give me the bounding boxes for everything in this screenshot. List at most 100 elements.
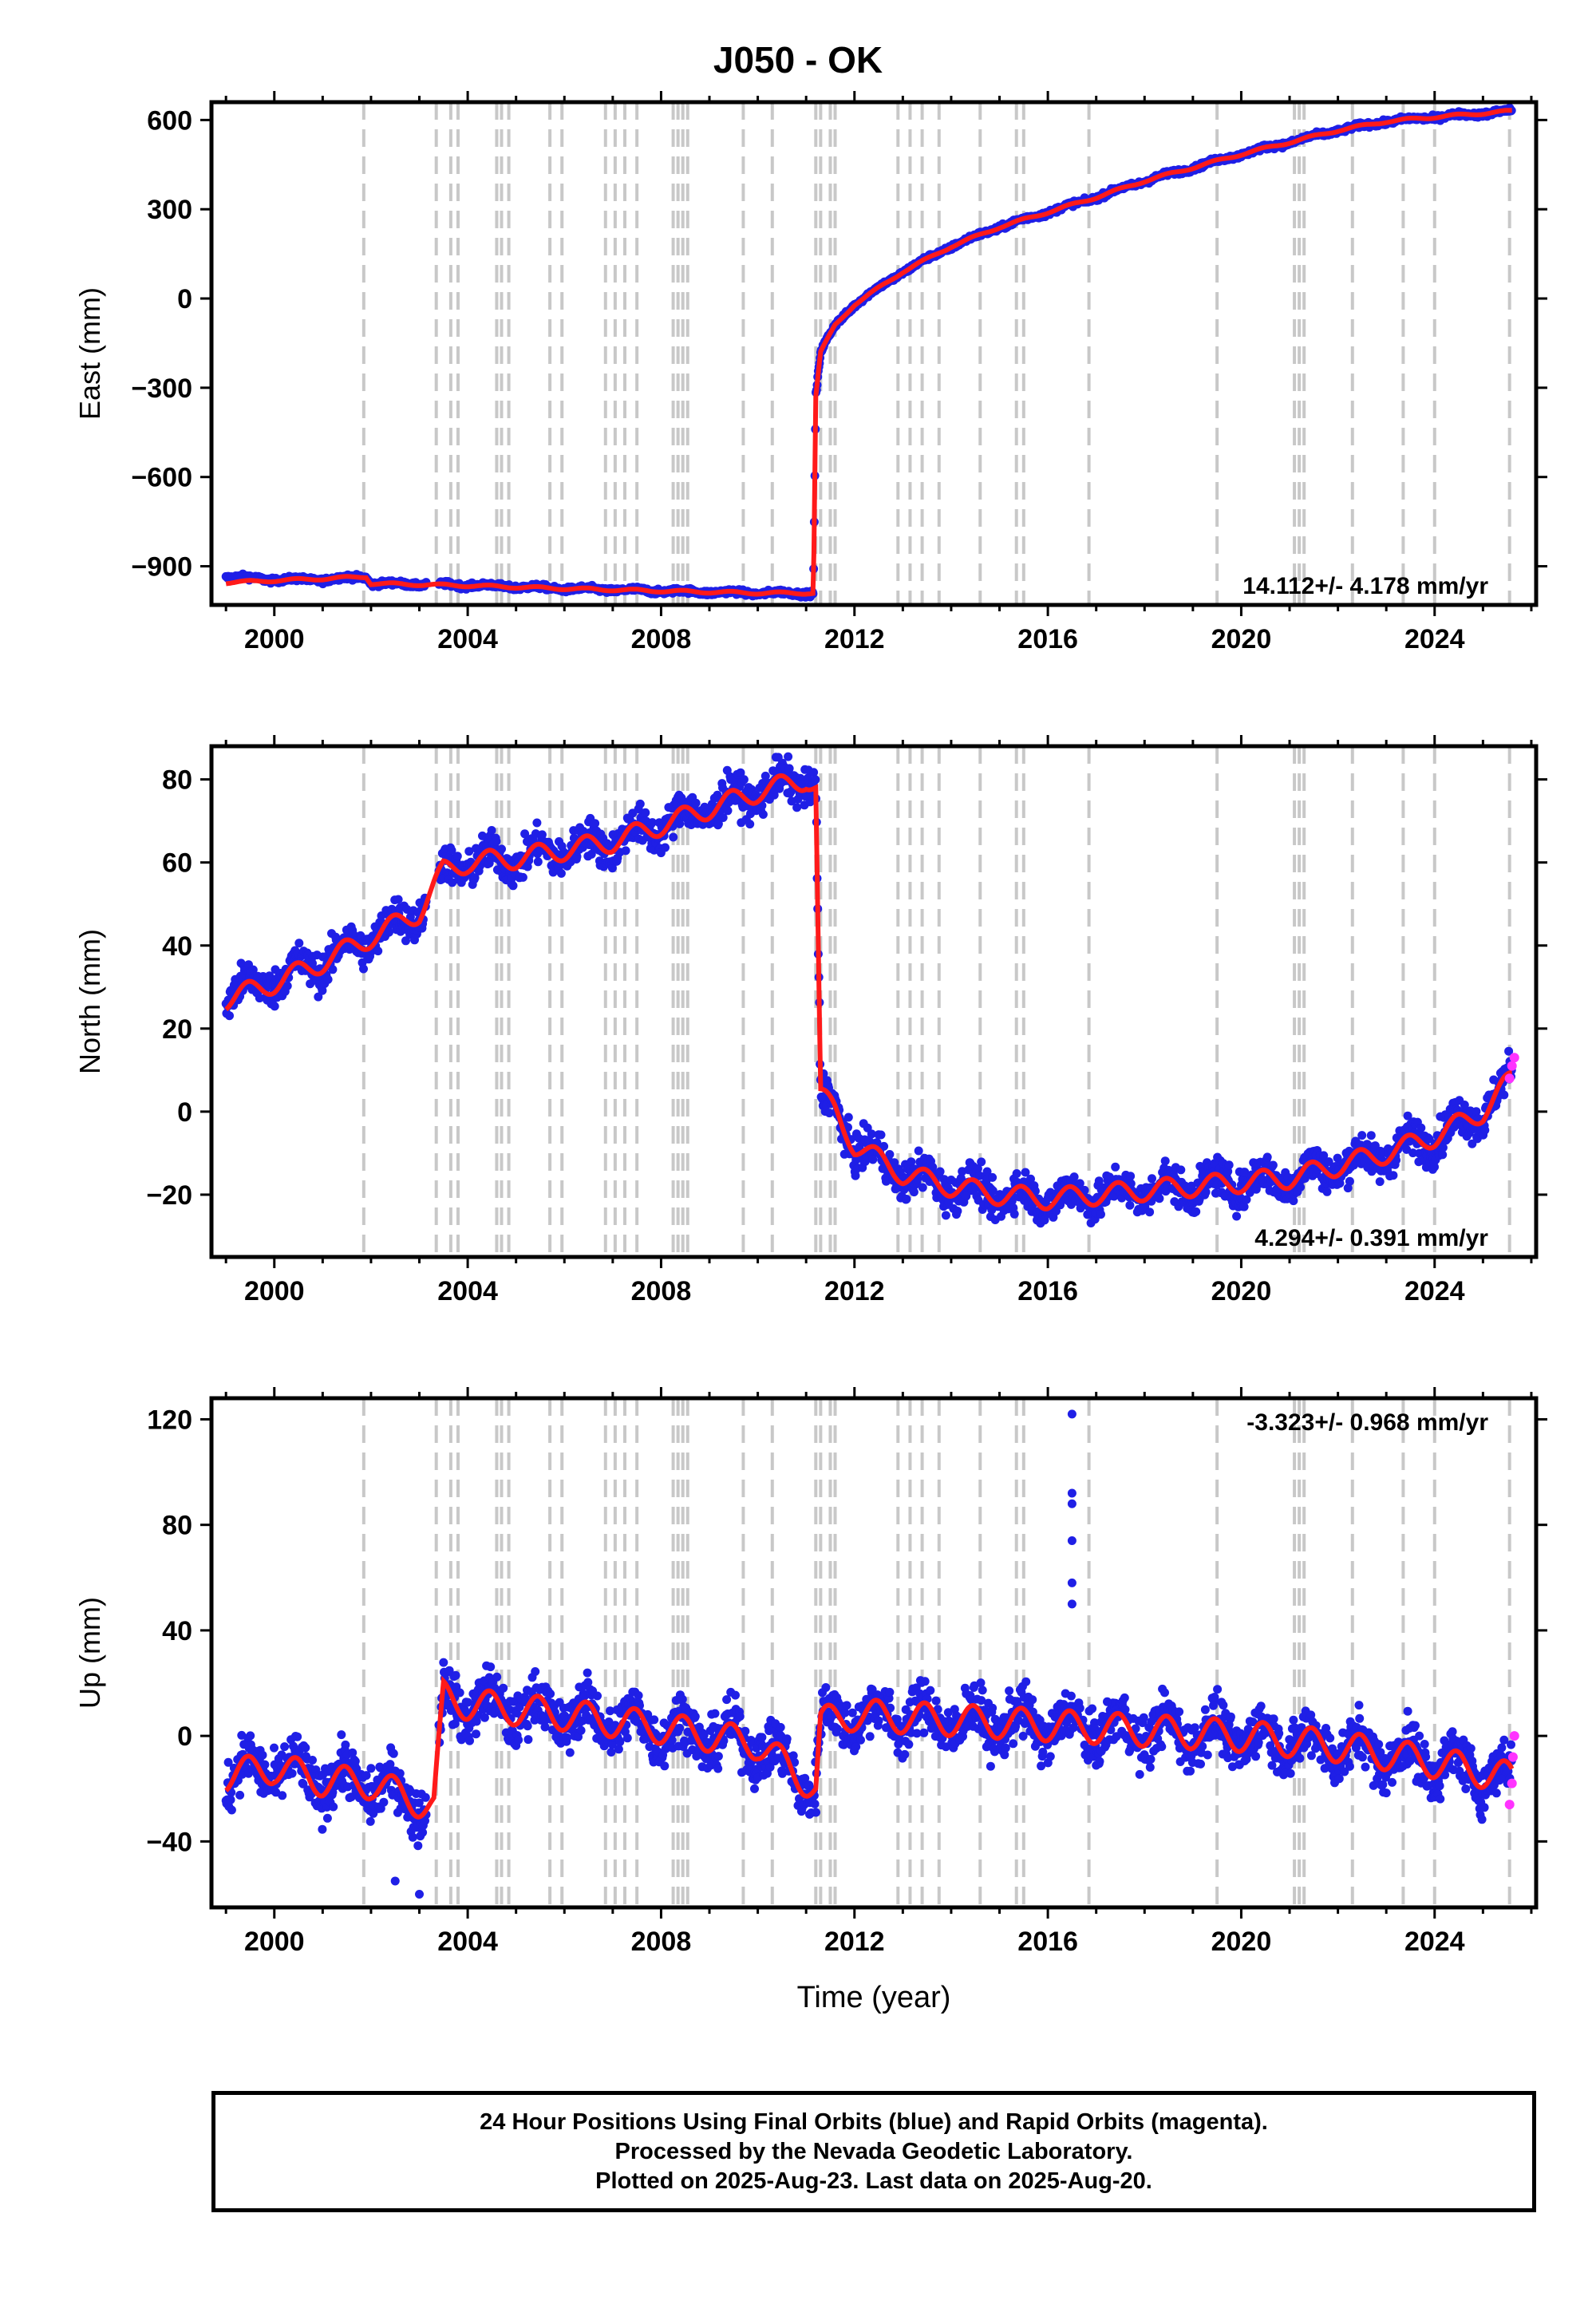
data-point	[337, 1730, 346, 1740]
plot-area	[221, 746, 1519, 1257]
data-point	[470, 873, 480, 883]
data-point	[1176, 1165, 1186, 1175]
data-point	[1392, 1156, 1400, 1165]
data-point	[669, 832, 678, 842]
data-point	[1242, 1195, 1251, 1204]
data-point	[1389, 1171, 1398, 1180]
data-point	[246, 1731, 255, 1741]
data-point	[811, 775, 820, 785]
data-point	[902, 1195, 911, 1203]
data-point	[235, 1790, 245, 1800]
data-point	[1322, 1187, 1332, 1196]
data-point	[675, 819, 685, 828]
data-point	[1125, 1200, 1135, 1210]
data-point	[843, 1113, 853, 1122]
data-point	[223, 1757, 233, 1767]
model-curve	[224, 773, 1512, 1211]
x-tick-label: 2016	[1017, 1276, 1078, 1306]
data-point	[350, 1757, 360, 1766]
data-point	[348, 1748, 358, 1757]
data-point	[691, 798, 701, 808]
data-point	[868, 1155, 878, 1164]
x-tick-label: 2004	[437, 1276, 498, 1306]
data-point	[487, 826, 496, 835]
data-point	[1343, 1184, 1353, 1193]
data-point	[718, 813, 728, 822]
data-point	[497, 844, 506, 854]
data-point	[876, 1130, 886, 1140]
data-point	[359, 964, 368, 974]
data-point	[797, 780, 807, 789]
data-point	[918, 1183, 927, 1192]
data-point	[973, 1164, 982, 1173]
panel-frame	[209, 744, 1539, 1259]
data-point	[935, 1167, 945, 1176]
data-point	[1148, 1174, 1156, 1184]
y-tick-label: −20	[146, 1180, 192, 1211]
y-tick-label: 40	[162, 931, 192, 962]
data-point	[1012, 1169, 1021, 1178]
data-point	[736, 768, 745, 777]
data-point	[1201, 1188, 1211, 1197]
data-point	[1460, 1101, 1469, 1109]
data-point	[641, 808, 650, 817]
data-point	[621, 846, 630, 856]
data-point	[723, 806, 733, 816]
data-point	[1430, 1162, 1439, 1172]
data-point	[1094, 1176, 1104, 1186]
x-tick-label: 2008	[631, 624, 692, 654]
data-point	[308, 1756, 317, 1765]
data-point	[890, 1158, 899, 1168]
rate-label: 14.112+/- 4.178 mm/yr	[1242, 573, 1488, 599]
data-point	[447, 846, 456, 855]
page-title: J050 - OK	[713, 39, 883, 81]
y-tick-label: 60	[162, 848, 192, 879]
data-point	[366, 1764, 376, 1773]
data-point	[879, 1141, 889, 1151]
data-point	[301, 1743, 310, 1753]
y-tick-label: 600	[147, 105, 192, 136]
y-tick-label: 0	[177, 284, 192, 314]
data-point	[1438, 1150, 1448, 1160]
panel-frame	[209, 100, 1539, 607]
data-point	[1009, 1209, 1019, 1219]
data-point	[282, 981, 292, 990]
data-point	[941, 1211, 950, 1220]
data-point	[385, 927, 393, 937]
plot-area	[221, 102, 1516, 605]
data-point	[294, 939, 304, 948]
data-point	[1370, 1141, 1380, 1151]
data-point	[329, 1802, 338, 1812]
data-point	[962, 1192, 971, 1201]
data-point	[1480, 1125, 1490, 1135]
data-point	[1472, 1107, 1481, 1117]
data-point	[1296, 1183, 1306, 1192]
data-point	[1096, 1210, 1105, 1219]
data-point	[393, 895, 403, 904]
data-point	[518, 872, 527, 882]
y-tick-label: 20	[162, 1014, 192, 1045]
data-point	[278, 1791, 287, 1800]
data-point	[389, 1749, 398, 1758]
y-axis-label: East (mm)	[73, 287, 106, 420]
data-point	[556, 868, 566, 878]
rapid-orbit-point	[1504, 1073, 1515, 1084]
data-point	[843, 1123, 852, 1132]
data-point	[713, 819, 723, 828]
data-point	[784, 764, 794, 773]
data-point	[757, 800, 767, 810]
data-point	[928, 1162, 938, 1172]
data-point	[401, 936, 410, 946]
data-point	[322, 1813, 332, 1823]
data-point	[591, 819, 600, 828]
data-point	[809, 768, 819, 777]
data-point	[1499, 1090, 1509, 1100]
data-point	[1075, 1179, 1084, 1188]
y-axis-label: North (mm)	[73, 929, 106, 1074]
data-point	[385, 1760, 395, 1769]
data-point	[533, 857, 543, 867]
data-point	[314, 992, 323, 1002]
